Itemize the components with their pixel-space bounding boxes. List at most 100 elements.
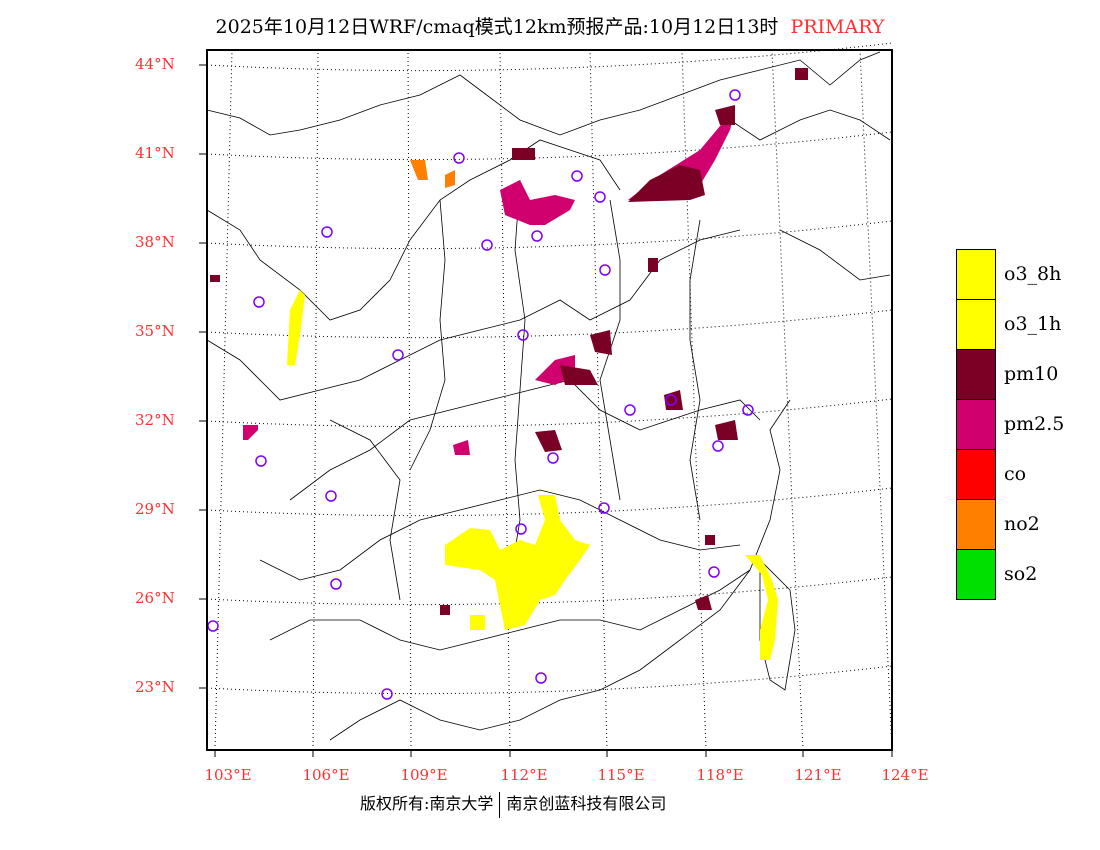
lat-label: 44°N xyxy=(135,55,175,73)
lat-label: 35°N xyxy=(135,322,175,340)
lon-label: 112°E xyxy=(500,766,548,784)
latitude-line xyxy=(206,665,893,695)
longitude-line xyxy=(771,49,804,751)
station-marker-icon xyxy=(325,490,337,502)
legend-label: o3_8h xyxy=(1004,263,1062,285)
legend-label: o3_1h xyxy=(1004,313,1062,335)
pollutant-area xyxy=(695,595,712,610)
legend-swatch xyxy=(956,449,996,499)
legend-item-o3_8h: o3_8h xyxy=(956,249,1064,299)
station-marker-icon xyxy=(392,349,404,361)
station-marker-icon xyxy=(531,230,543,242)
footer-separator xyxy=(499,791,501,818)
latitude-line xyxy=(206,220,893,250)
pollutant-area xyxy=(453,440,470,455)
legend-item-pm2-5: pm2.5 xyxy=(956,399,1064,449)
legend: o3_8h o3_1h pm10 pm2.5 co no2 so2 xyxy=(956,249,1064,600)
station-marker-icon xyxy=(207,620,219,632)
pollutant-area xyxy=(210,275,220,282)
station-marker-icon xyxy=(624,404,636,416)
station-marker-icon xyxy=(599,264,611,276)
station-marker-icon xyxy=(729,89,741,101)
latitude-line xyxy=(206,487,893,517)
primary-tag: PRIMARY xyxy=(790,16,885,38)
pollutant-area xyxy=(445,170,455,188)
station-marker-icon xyxy=(330,578,342,590)
legend-item-pm10: pm10 xyxy=(956,349,1064,399)
pollutant-area xyxy=(705,535,715,545)
station-marker-icon xyxy=(712,440,724,452)
pollutant-area xyxy=(410,160,428,180)
pollutant-area xyxy=(795,68,808,80)
legend-label: co xyxy=(1004,463,1027,485)
station-marker-icon xyxy=(594,191,606,203)
legend-swatch xyxy=(956,249,996,299)
station-markers xyxy=(207,89,754,700)
station-marker-icon xyxy=(515,523,527,535)
lat-label: 29°N xyxy=(135,500,175,518)
pollutant-area xyxy=(243,425,258,440)
legend-swatch xyxy=(956,299,996,349)
lon-label: 109°E xyxy=(400,766,448,784)
legend-swatch xyxy=(956,499,996,549)
lat-label: 23°N xyxy=(135,678,175,696)
pollutant-area xyxy=(535,430,562,452)
legend-label: so2 xyxy=(1004,563,1038,585)
lon-label: 106°E xyxy=(302,766,350,784)
pollutant-area xyxy=(715,420,738,440)
pollutant-area xyxy=(664,390,683,410)
station-marker-icon xyxy=(321,226,333,238)
pollutant-area xyxy=(440,605,450,615)
legend-label: pm2.5 xyxy=(1004,413,1065,435)
station-marker-icon xyxy=(571,170,583,182)
legend-item-no2: no2 xyxy=(956,499,1064,549)
station-marker-icon xyxy=(481,239,493,251)
lon-label: 124°E xyxy=(881,766,929,784)
pollutant-area xyxy=(560,365,598,385)
pollutant-area xyxy=(500,180,575,225)
title-text: 2025年10月12日WRF/cmaq模式12km预报产品:10月12日13时 xyxy=(215,16,779,38)
pollutant-area xyxy=(745,555,778,660)
latitude-line xyxy=(206,309,893,339)
lon-label: 121°E xyxy=(794,766,842,784)
legend-item-o3_1h: o3_1h xyxy=(956,299,1064,349)
pollutant-area xyxy=(590,330,612,355)
longitude-line xyxy=(589,49,608,751)
pollutant-area xyxy=(512,148,535,160)
province-borders xyxy=(206,51,891,741)
station-marker-icon xyxy=(665,394,677,406)
graticule xyxy=(206,42,893,751)
longitude-line xyxy=(407,49,412,751)
station-marker-icon xyxy=(253,296,265,308)
lat-label: 41°N xyxy=(135,144,175,162)
lon-label: 115°E xyxy=(597,766,645,784)
copyright-left: 版权所有:南京大学 xyxy=(360,794,494,813)
pollutant-areas xyxy=(210,68,808,660)
latitude-line xyxy=(206,398,893,428)
longitude-line xyxy=(859,49,893,751)
station-marker-icon xyxy=(517,329,529,341)
map-title: 2025年10月12日WRF/cmaq模式12km预报产品:10月12日13时 P… xyxy=(0,12,1100,39)
station-marker-icon xyxy=(535,672,547,684)
pollutant-area xyxy=(715,105,735,125)
legend-item-co: co xyxy=(956,449,1064,499)
pollutant-area xyxy=(628,165,705,202)
legend-swatch xyxy=(956,399,996,449)
lat-label: 26°N xyxy=(135,589,175,607)
legend-label: no2 xyxy=(1004,513,1040,535)
copyright-footer: 版权所有:南京大学 南京创蓝科技有限公司 xyxy=(360,790,666,818)
legend-swatch xyxy=(956,349,996,399)
latitude-line xyxy=(206,576,893,606)
legend-label: pm10 xyxy=(1004,363,1059,385)
map-frame xyxy=(206,49,893,751)
lat-label: 32°N xyxy=(135,411,175,429)
pollutant-area xyxy=(648,258,658,272)
legend-item-so2: so2 xyxy=(956,548,1064,600)
station-marker-icon xyxy=(453,152,465,164)
latitude-line xyxy=(206,131,893,161)
latitude-line xyxy=(206,42,893,72)
station-marker-icon xyxy=(547,452,559,464)
lat-label: 38°N xyxy=(135,233,175,251)
lon-label: 103°E xyxy=(204,766,252,784)
